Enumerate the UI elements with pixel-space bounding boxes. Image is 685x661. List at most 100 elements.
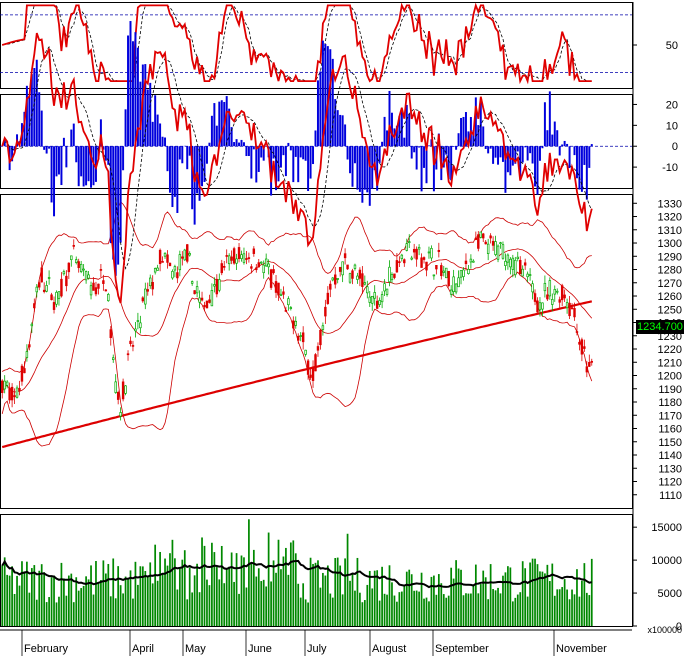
price-tick-label: 1330 (658, 198, 682, 210)
candle-body (103, 281, 105, 284)
macd-histogram-bar (159, 123, 161, 146)
volume-bar (93, 595, 95, 626)
macd-histogram-bar (258, 146, 260, 172)
candle-body (547, 295, 549, 299)
macd-histogram-bar (411, 146, 413, 158)
volume-bar (463, 595, 465, 626)
macd-histogram-bar (51, 146, 53, 202)
volume-bar (379, 601, 381, 626)
candle-body (238, 247, 240, 258)
candle-body (500, 243, 502, 244)
candle-body (329, 284, 331, 289)
candle-body (302, 333, 304, 342)
macd-histogram-bar (107, 146, 109, 165)
macd-histogram-bar (48, 146, 50, 148)
volume-bar (302, 583, 304, 626)
candle-body (554, 289, 556, 294)
volume-bar (549, 581, 551, 626)
candle-body (522, 269, 524, 276)
candle-body (75, 260, 77, 263)
macd-histogram-bar (238, 143, 240, 147)
volume-bar (386, 595, 388, 626)
macd-histogram-bar (569, 146, 571, 168)
volume-bar (221, 546, 223, 626)
candle-body (519, 260, 521, 274)
candle-body (186, 245, 188, 262)
candle-body (201, 298, 203, 300)
volume-bar (448, 596, 450, 626)
volume-bar (70, 574, 72, 626)
candle-body (218, 279, 220, 290)
volume-bar (236, 553, 238, 626)
macd-histogram-bar (164, 138, 166, 147)
macd-histogram-bar (337, 110, 339, 146)
candle-body (371, 296, 373, 303)
candle-body (364, 283, 366, 284)
volume-bar (31, 568, 33, 626)
candle-body (408, 242, 410, 243)
candle-body (206, 301, 208, 308)
macd-histogram-bar (329, 49, 331, 146)
macd-histogram-bar (33, 68, 35, 146)
volume-bar (416, 591, 418, 626)
candle-body (312, 367, 314, 381)
candle-body (564, 295, 566, 298)
volume-tick-label: 5000 (658, 588, 682, 600)
candle-body (174, 267, 176, 270)
volume-bar (352, 573, 354, 626)
macd-histogram-bar (497, 146, 499, 164)
volume-bar (339, 566, 341, 626)
macd-histogram-bar (453, 146, 455, 147)
volume-bar (497, 588, 499, 626)
macd-histogram-bar (379, 146, 381, 163)
volume-bar (455, 560, 457, 626)
candle-body (56, 292, 58, 304)
macd-histogram-bar (534, 146, 536, 186)
price-tick-label: 1220 (658, 344, 682, 356)
volume-bar (320, 588, 322, 626)
macd-histogram-bar (250, 146, 252, 178)
macd-histogram-bar (349, 146, 351, 173)
candle-body (505, 261, 507, 265)
candle-body (273, 269, 275, 272)
candle-body (177, 273, 179, 278)
volume-bar (391, 582, 393, 626)
volume-bar (164, 559, 166, 626)
volume-bar (539, 571, 541, 626)
candle-body (46, 285, 48, 291)
volume-bar (191, 592, 193, 626)
candle-body (334, 275, 336, 284)
macd-histogram-bar (73, 124, 75, 147)
volume-bar (329, 594, 331, 626)
volume-bar (433, 576, 435, 626)
x-axis-label: February (24, 643, 69, 655)
candle-body (258, 263, 260, 267)
volume-bar (492, 589, 494, 626)
macd-histogram-bar (70, 130, 72, 147)
macd-histogram-bar (583, 146, 585, 165)
candle-body (290, 308, 292, 309)
macd-histogram-bar (169, 146, 171, 192)
volume-bar (268, 533, 270, 626)
candle-body (288, 299, 290, 305)
volume-bar (477, 593, 479, 626)
macd-histogram-bar (204, 146, 206, 182)
volume-bar (48, 597, 50, 626)
macd-histogram-bar (482, 126, 484, 146)
macd-histogram-bar (206, 146, 208, 164)
volume-bar (169, 553, 171, 626)
volume-bar (307, 602, 309, 626)
volume-bar (527, 597, 529, 626)
volume-bar (332, 598, 334, 626)
volume-bar (80, 588, 82, 626)
volume-bar (500, 593, 502, 626)
candle-body (544, 283, 546, 290)
volume-bar (300, 598, 302, 626)
candle-body (591, 361, 593, 362)
volume-tick-label: 15000 (651, 522, 682, 534)
volume-bar (322, 573, 324, 626)
macd-histogram-bar (364, 146, 366, 189)
macd-histogram-bar (162, 137, 164, 146)
volume-bar (186, 599, 188, 626)
volume-bar (258, 568, 260, 626)
